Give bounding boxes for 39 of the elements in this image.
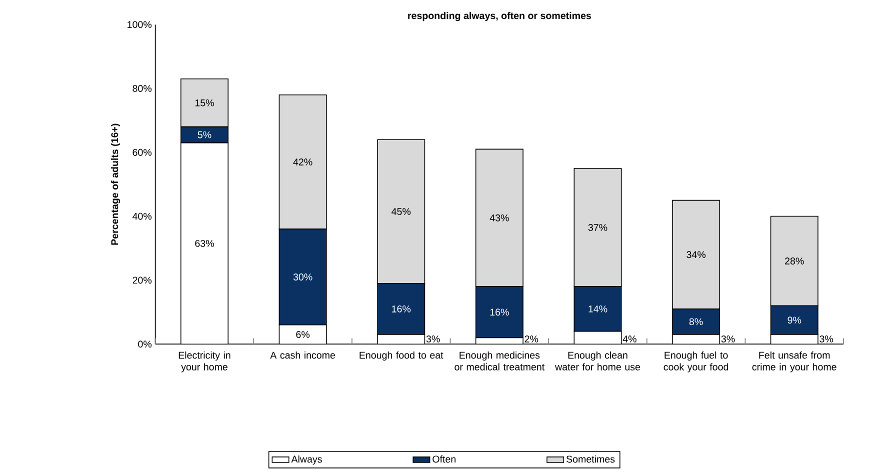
data-label: 43% xyxy=(490,214,509,222)
data-label: 15% xyxy=(195,99,214,106)
data-label: 42% xyxy=(293,158,312,166)
data-label: 28% xyxy=(785,258,804,265)
y-tick-label: 60% xyxy=(132,148,152,156)
data-label: 3% xyxy=(426,336,440,342)
x-tick-label: A cash income xyxy=(270,352,336,359)
data-label: 30% xyxy=(293,274,312,281)
data-label: 6% xyxy=(296,331,310,338)
data-label: 4% xyxy=(622,336,636,343)
legend-label: Often xyxy=(432,456,456,463)
x-tick-label: Enough fuel to cook your food xyxy=(664,352,728,372)
legend-label: Always xyxy=(291,456,322,465)
data-label: 16% xyxy=(392,306,411,312)
data-label: 63% xyxy=(195,240,214,247)
data-label: 16% xyxy=(490,308,509,316)
y-tick-label: 20% xyxy=(132,276,152,284)
data-label: 3% xyxy=(820,336,834,342)
data-label: 2% xyxy=(524,336,538,343)
data-label: 37% xyxy=(588,224,608,232)
x-tick-label: Enough medicines or medical treatment xyxy=(454,352,545,370)
y-axis-title: Percentage of adults (16+) xyxy=(110,124,120,245)
data-label: 8% xyxy=(689,318,703,326)
y-tick-label: 80% xyxy=(132,85,152,92)
data-label: 34% xyxy=(686,251,706,258)
y-tick-label: 0% xyxy=(138,340,152,348)
x-tick-label: Enough clean water for home use xyxy=(554,352,640,370)
data-label: 9% xyxy=(788,316,802,324)
legend-label: Sometimes xyxy=(566,456,615,463)
x-tick-label: Enough food to eat xyxy=(360,352,444,361)
data-label: 3% xyxy=(721,336,735,342)
y-tick-label: 100% xyxy=(128,21,152,28)
data-label: 14% xyxy=(588,306,608,312)
chart-title: responding always, often or sometimes xyxy=(408,12,592,22)
y-tick-label: 40% xyxy=(132,212,152,220)
data-label: 5% xyxy=(198,131,212,138)
x-tick-label: Felt unsafe from crime in your home xyxy=(752,352,836,372)
data-label: 45% xyxy=(392,208,411,216)
x-tick-label: Electricity in your home xyxy=(178,352,230,372)
